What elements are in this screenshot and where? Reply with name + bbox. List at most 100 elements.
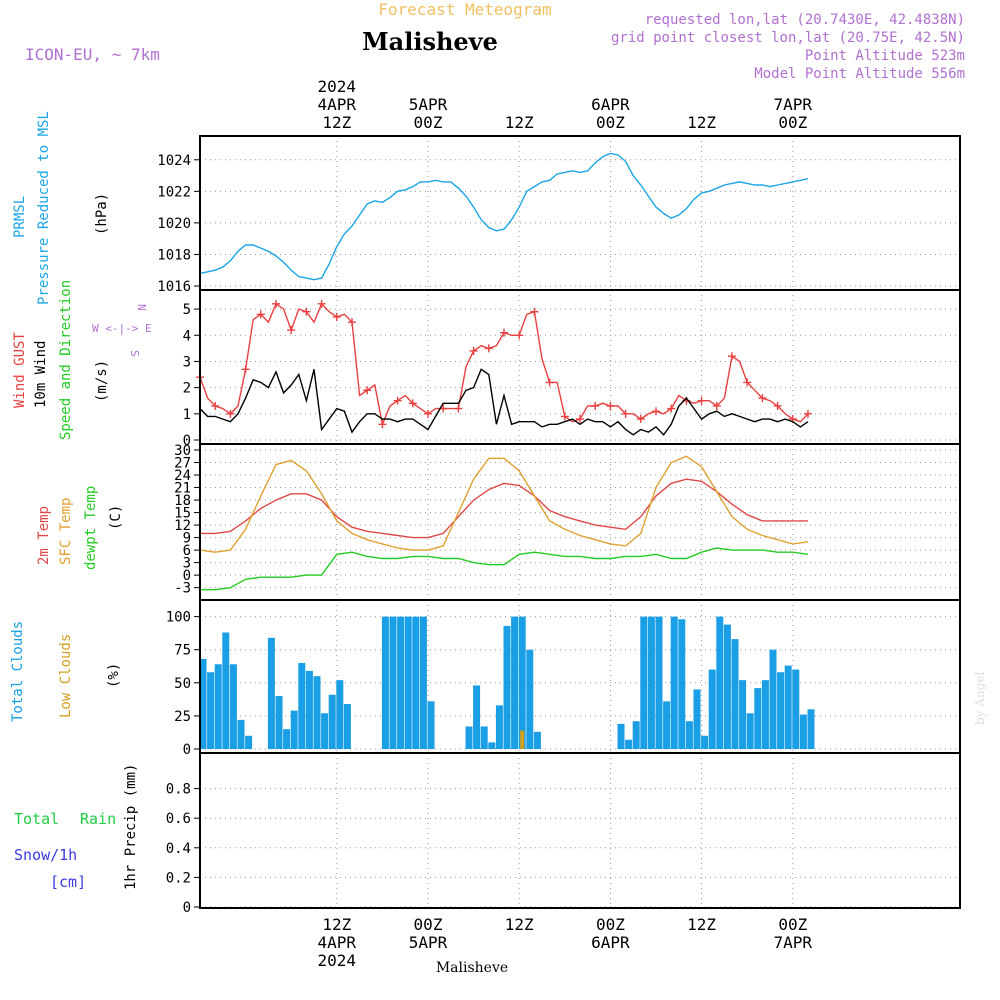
bar-total xyxy=(275,696,283,749)
label-1hr-precip: 1hr Precip (mm) xyxy=(123,764,139,890)
bar-total xyxy=(207,672,215,749)
gust-marker xyxy=(621,409,630,418)
y-tick-label: 1 xyxy=(183,407,191,423)
gust-marker xyxy=(408,399,417,408)
y-tick-label: 27 xyxy=(174,456,191,472)
bar-total xyxy=(503,625,511,749)
page-title: Malisheve xyxy=(362,27,498,56)
y-tick-label: 18 xyxy=(174,493,191,509)
bar-total xyxy=(701,735,709,749)
gust-marker xyxy=(576,415,584,424)
time-tick-label-bottom: 6APR xyxy=(591,933,630,952)
gust-marker xyxy=(560,412,569,421)
y-tick-label: 75 xyxy=(174,643,191,659)
gust-marker xyxy=(712,401,721,410)
time-tick-label-bottom: 4APR xyxy=(318,933,357,952)
bar-total xyxy=(465,726,473,749)
label-wind-gust: Wind GUST xyxy=(12,332,28,408)
compass-we: W <-|-> E xyxy=(92,322,152,335)
bar-total xyxy=(640,616,648,749)
time-tick-label-bottom: 00Z xyxy=(778,915,807,934)
bar-total xyxy=(495,705,503,749)
gust-marker xyxy=(393,396,402,405)
time-tick-label-bottom: 2024 xyxy=(318,951,357,970)
bar-total xyxy=(647,616,655,749)
bar-total xyxy=(632,721,640,749)
bar-total xyxy=(222,632,230,749)
gust-marker xyxy=(667,404,676,413)
bar-total xyxy=(305,670,313,749)
bar-total xyxy=(488,742,496,749)
bar-total xyxy=(663,701,671,749)
label-total: Total xyxy=(14,810,59,828)
time-tick-label-top: 5APR xyxy=(409,95,448,114)
bar-total xyxy=(739,680,747,749)
bar-total xyxy=(777,672,785,749)
gust-marker xyxy=(652,407,660,416)
gust-marker xyxy=(636,415,645,424)
bar-total xyxy=(685,721,693,749)
info-line-grid: grid point closest lon,lat (20.75E, 42.5… xyxy=(611,30,965,46)
label-sfc-temp: SFC Temp xyxy=(58,498,74,565)
gust-marker xyxy=(469,346,478,355)
model-label: ICON-EU, ~ 7km xyxy=(25,45,160,64)
bar-total xyxy=(769,649,777,749)
panel-frame-temperature xyxy=(199,443,961,601)
series-line-dew xyxy=(200,547,809,591)
gust-marker xyxy=(743,378,752,387)
bar-total xyxy=(283,729,291,749)
y-tick-label: 5 xyxy=(183,302,191,318)
y-tick-label: 1024 xyxy=(157,153,191,169)
bar-total xyxy=(518,616,526,749)
gust-marker xyxy=(545,378,554,387)
gust-marker xyxy=(317,299,326,308)
bar-total xyxy=(336,680,344,749)
gust-marker xyxy=(211,401,220,410)
time-tick-label-top: 00Z xyxy=(414,113,443,132)
label-speed-direction: Speed and Direction xyxy=(58,280,74,440)
bar-total xyxy=(214,664,222,749)
bar-total xyxy=(617,723,625,749)
bar-total xyxy=(397,616,405,749)
bar-total xyxy=(678,619,686,749)
gust-marker xyxy=(256,310,265,319)
y-tick-label: 3 xyxy=(183,556,191,572)
series-line-2m xyxy=(200,478,808,539)
gust-marker xyxy=(515,331,524,340)
y-tick-label: 50 xyxy=(174,676,191,692)
info-line-model-altitude: Model Point Altitude 556m xyxy=(754,66,965,82)
bar-total xyxy=(799,714,807,749)
gust-marker xyxy=(530,307,539,316)
bar-total xyxy=(343,703,351,749)
time-tick-label-bottom: 12Z xyxy=(687,915,716,934)
time-tick-label-bottom: 00Z xyxy=(596,915,625,934)
label-celsius: (C) xyxy=(108,505,124,530)
panel-frame-pressure xyxy=(199,135,961,291)
label-ms: (m/s) xyxy=(94,360,110,402)
label-10m-wind: 10m Wind xyxy=(33,341,49,408)
bar-total xyxy=(731,639,739,749)
bar-total xyxy=(290,710,298,749)
y-tick-label: 0.8 xyxy=(166,782,191,798)
gust-marker xyxy=(424,409,432,418)
gust-marker xyxy=(758,394,767,403)
gust-marker xyxy=(378,420,387,429)
bar-total xyxy=(321,713,329,749)
y-tick-label: 0.4 xyxy=(166,841,191,857)
bar-total xyxy=(473,685,481,749)
time-tick-label-top: 7APR xyxy=(774,95,813,114)
label-percent: (%) xyxy=(106,663,122,688)
gust-marker xyxy=(454,404,463,413)
gust-marker xyxy=(728,352,736,361)
gust-marker xyxy=(804,409,812,418)
gust-marker xyxy=(241,365,250,374)
top-label: Forecast Meteogram xyxy=(378,0,551,19)
bar-total xyxy=(237,719,245,749)
gust-marker xyxy=(302,307,311,316)
time-tick-label-top: 12Z xyxy=(687,113,716,132)
gust-marker xyxy=(591,401,600,410)
y-tick-label: 0.6 xyxy=(166,811,191,827)
label-pressure-msl: Pressure Reduced to MSL xyxy=(36,111,52,305)
y-tick-label: 0 xyxy=(183,433,191,449)
y-tick-label: 9 xyxy=(183,531,191,547)
